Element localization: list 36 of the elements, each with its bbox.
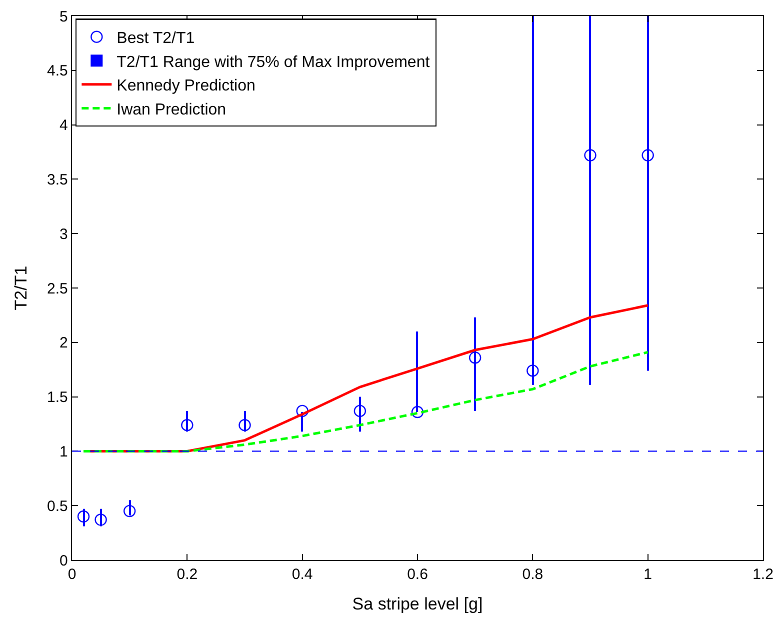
legend-label: Kennedy Prediction — [116, 78, 256, 95]
point — [238, 418, 251, 432]
y-tick-label: 4.5 — [47, 62, 68, 80]
y-tick-label: 3.5 — [47, 171, 68, 188]
legend-label: Iwan Prediction — [116, 101, 226, 118]
y-tick-label: 1.5 — [47, 389, 68, 406]
point — [77, 510, 90, 523]
x-axis-title: Sa stripe level [g] — [352, 594, 483, 614]
point — [354, 404, 366, 418]
point — [296, 404, 308, 418]
y-tick-label: 1 — [60, 443, 68, 460]
x-tick-label: 1.2 — [752, 566, 774, 584]
y-tick-label: 2.5 — [47, 280, 68, 298]
x-tick-label: 0.6 — [407, 566, 428, 584]
y-tick-label: 5 — [60, 8, 68, 26]
point — [468, 352, 482, 364]
point — [181, 418, 194, 432]
y-tick-label: 0 — [60, 552, 68, 570]
legend-label: T2/T1 Range with 75% of Max Improvement — [116, 54, 430, 71]
x-tick-label: 0.8 — [522, 566, 544, 584]
y-tick-label: 0.5 — [47, 498, 68, 515]
x-tick-label: 0.4 — [292, 566, 313, 584]
point — [411, 406, 424, 418]
line-series — [82, 350, 650, 452]
point — [123, 504, 136, 518]
point — [584, 149, 596, 162]
legend-label: Best T2/T1 — [116, 30, 195, 48]
y-tick-label: 2 — [60, 334, 68, 352]
point — [642, 149, 654, 162]
point — [526, 364, 539, 377]
y-tick-label: 4 — [60, 117, 68, 134]
x-tick-label: 1 — [644, 566, 652, 584]
y-axis-title: T2/T1 — [12, 266, 31, 310]
x-tick-label: 0.2 — [176, 566, 198, 584]
y-tick-label: 3 — [60, 226, 68, 243]
point — [94, 514, 107, 526]
